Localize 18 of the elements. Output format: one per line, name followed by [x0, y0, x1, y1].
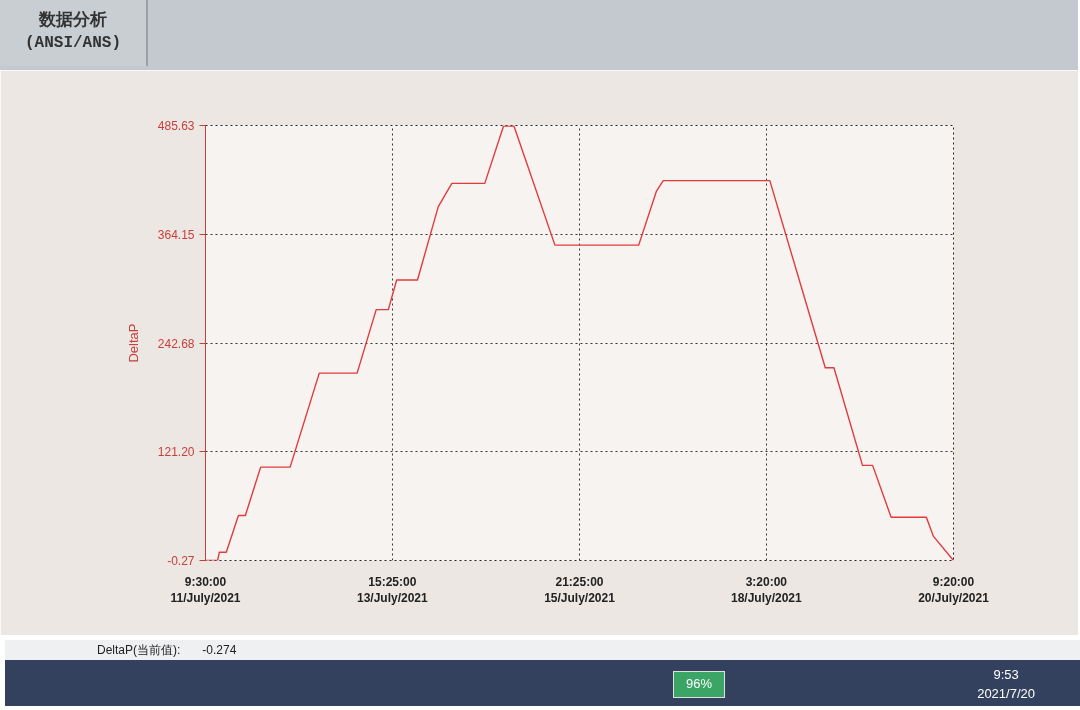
y-tick-label: -0.27 — [167, 554, 195, 568]
y-tick-label: 485.63 — [157, 119, 195, 133]
x-tick-label: 15:25:00 13/July/2021 — [356, 574, 429, 606]
text: 2021/7/20 — [977, 686, 1035, 701]
x-tick-label: 21:25:00 15/July/2021 — [544, 574, 616, 606]
y-tick-label: 121.20 — [157, 445, 195, 460]
x-tick-label: 9:20:00 20/July/2021 — [918, 574, 990, 606]
text: DeltaP(当前值): — [97, 643, 181, 657]
text: 96% — [673, 671, 726, 698]
text: (ANSI/ANS) — [24, 33, 122, 55]
y-tick-label: 242.68 — [157, 336, 195, 351]
y-axis-title: DeltaP — [125, 323, 141, 363]
x-tick-label: 3:20:00 18/July/2021 — [730, 574, 803, 606]
x-tick-label: 9:30:00 11/July/2021 — [170, 574, 241, 606]
text: 9:53 — [993, 667, 1019, 682]
y-tick-label: 364.15 — [157, 227, 195, 242]
text: -0.274 — [202, 643, 237, 657]
chart-title: 数据分析 — [38, 9, 108, 31]
